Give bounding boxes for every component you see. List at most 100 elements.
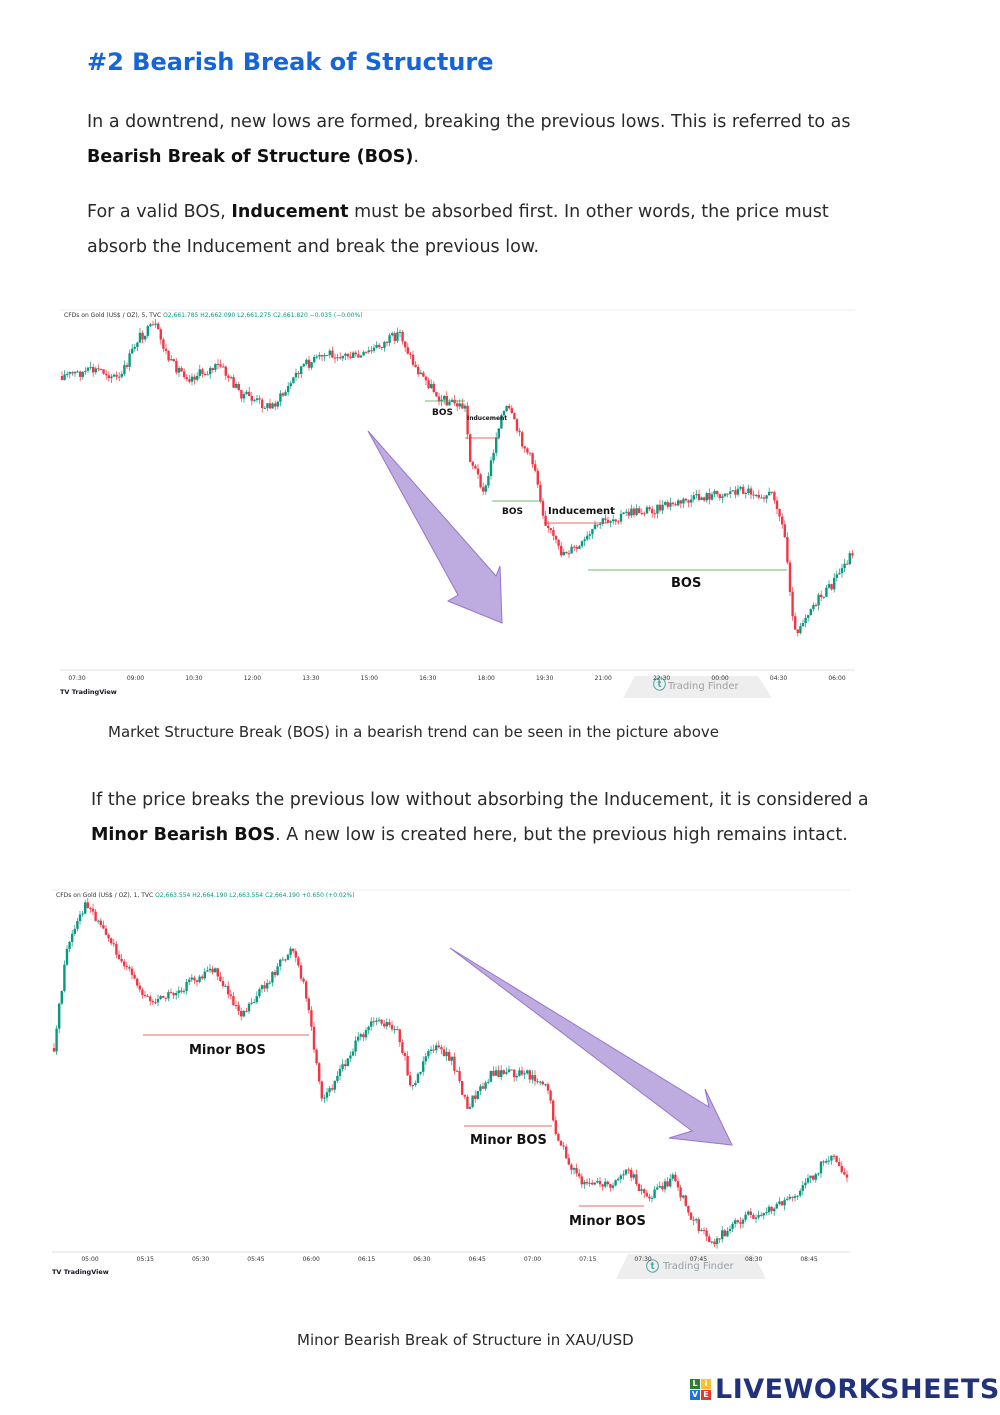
- candle-body: [406, 1055, 409, 1076]
- candle-body: [65, 948, 69, 965]
- candle-body: [268, 403, 272, 409]
- candle-body: [336, 1075, 339, 1081]
- candle-body: [645, 1193, 648, 1197]
- chart-bearish-bos: CFDs on Gold (US$ / OZ), 5, TVC O2,661.7…: [60, 308, 855, 700]
- candle-body: [136, 342, 139, 348]
- label-bos-2: BOS: [502, 507, 523, 517]
- candle-body: [741, 1219, 745, 1224]
- candle-body: [552, 530, 555, 536]
- candle-body: [643, 1189, 646, 1194]
- candle-body: [557, 1133, 560, 1141]
- candle-body: [619, 1175, 622, 1179]
- candle-body: [500, 415, 503, 429]
- candle-body: [684, 498, 688, 501]
- candle-body: [677, 500, 680, 506]
- candle-body: [559, 1140, 563, 1146]
- candle-body: [393, 333, 396, 341]
- candle-body: [362, 351, 365, 356]
- candle-body: [565, 1146, 568, 1159]
- tradingview-logo: TV TradingView: [52, 1268, 109, 1276]
- candle-body: [632, 508, 636, 515]
- candle-body: [632, 1174, 635, 1178]
- candle-body: [814, 1174, 817, 1180]
- candle-body: [380, 1019, 383, 1024]
- candle-body: [604, 1181, 607, 1187]
- candle-body: [674, 1174, 677, 1182]
- candle-body: [404, 341, 407, 348]
- candle-body: [832, 1155, 836, 1157]
- candle-body: [437, 1045, 440, 1048]
- candle-body: [846, 563, 849, 565]
- chart1-canvas: BOS Inducement BOS Inducement BOS ⓣ Trad…: [60, 309, 855, 698]
- candle-body: [81, 913, 84, 915]
- paragraph-text: If the price breaks the previous low wit…: [91, 790, 869, 810]
- candle-body: [783, 1199, 786, 1206]
- candle-body: [791, 1196, 794, 1198]
- candle-body: [565, 551, 568, 554]
- candle-body: [403, 1052, 407, 1056]
- candle-body: [416, 1073, 420, 1083]
- candle-body: [697, 493, 701, 500]
- time-tick-label: 07:30: [634, 1256, 651, 1263]
- candle-body: [73, 371, 77, 374]
- candle-body: [461, 403, 464, 409]
- candle-body: [315, 356, 318, 358]
- candle-body: [175, 993, 178, 996]
- page-title: #2 Bearish Break of Structure: [87, 48, 494, 76]
- candle-body: [138, 332, 142, 343]
- candle-body: [715, 1238, 719, 1245]
- candle-body: [81, 371, 84, 377]
- candle-body: [705, 493, 708, 501]
- candle-body: [630, 1169, 633, 1178]
- candle-body: [445, 1051, 448, 1057]
- candle-body: [643, 513, 646, 515]
- candle-body: [349, 356, 352, 359]
- candle-body: [611, 1185, 615, 1188]
- time-tick-label: 00:00: [711, 675, 728, 682]
- ohlc-low: L2,663.554: [229, 892, 264, 899]
- candle-body: [656, 1187, 659, 1190]
- candle-body: [435, 1045, 438, 1051]
- candle-body: [458, 1071, 461, 1082]
- candle-body: [128, 967, 131, 969]
- candle-body: [60, 376, 64, 380]
- candle-body: [349, 1055, 352, 1059]
- candle-body: [117, 954, 121, 959]
- bold-term-minor-bos: Minor Bearish BOS: [91, 825, 276, 845]
- time-tick-label: 07:30: [68, 675, 85, 682]
- candle-body: [827, 1160, 830, 1162]
- candle-body: [773, 492, 776, 501]
- candle-body: [201, 369, 204, 375]
- candle-body: [185, 982, 188, 991]
- candle-body: [110, 376, 113, 379]
- candle-body: [627, 511, 630, 516]
- candle-body: [614, 519, 617, 522]
- candle-body: [494, 1070, 498, 1076]
- caption-chart-2: Minor Bearish Break of Structure in XAU/…: [297, 1331, 634, 1349]
- bearish-arrow: [367, 430, 503, 624]
- candle-body: [710, 1241, 713, 1243]
- candle-body: [481, 1086, 485, 1089]
- candle-body: [840, 568, 844, 574]
- candle-body: [786, 537, 789, 563]
- candle-body: [728, 1228, 732, 1232]
- candle-body: [708, 493, 711, 500]
- candle-body: [167, 992, 170, 999]
- candle-body: [185, 377, 188, 380]
- candle-body: [664, 502, 667, 505]
- candle-body: [705, 1230, 708, 1237]
- candle-body: [435, 391, 438, 397]
- time-tick-label: 06:30: [413, 1256, 430, 1263]
- candle-body: [84, 902, 87, 914]
- candle-body: [786, 1198, 789, 1200]
- candle-body: [440, 399, 443, 402]
- candle-body: [162, 339, 165, 349]
- candle-body: [822, 596, 825, 598]
- candle-body: [484, 485, 487, 492]
- candle-body: [273, 971, 277, 976]
- candle-body: [125, 365, 129, 367]
- candle-body: [526, 1070, 529, 1074]
- candle-body: [318, 1063, 321, 1082]
- candle-body: [648, 1196, 651, 1199]
- candle-body: [130, 968, 134, 975]
